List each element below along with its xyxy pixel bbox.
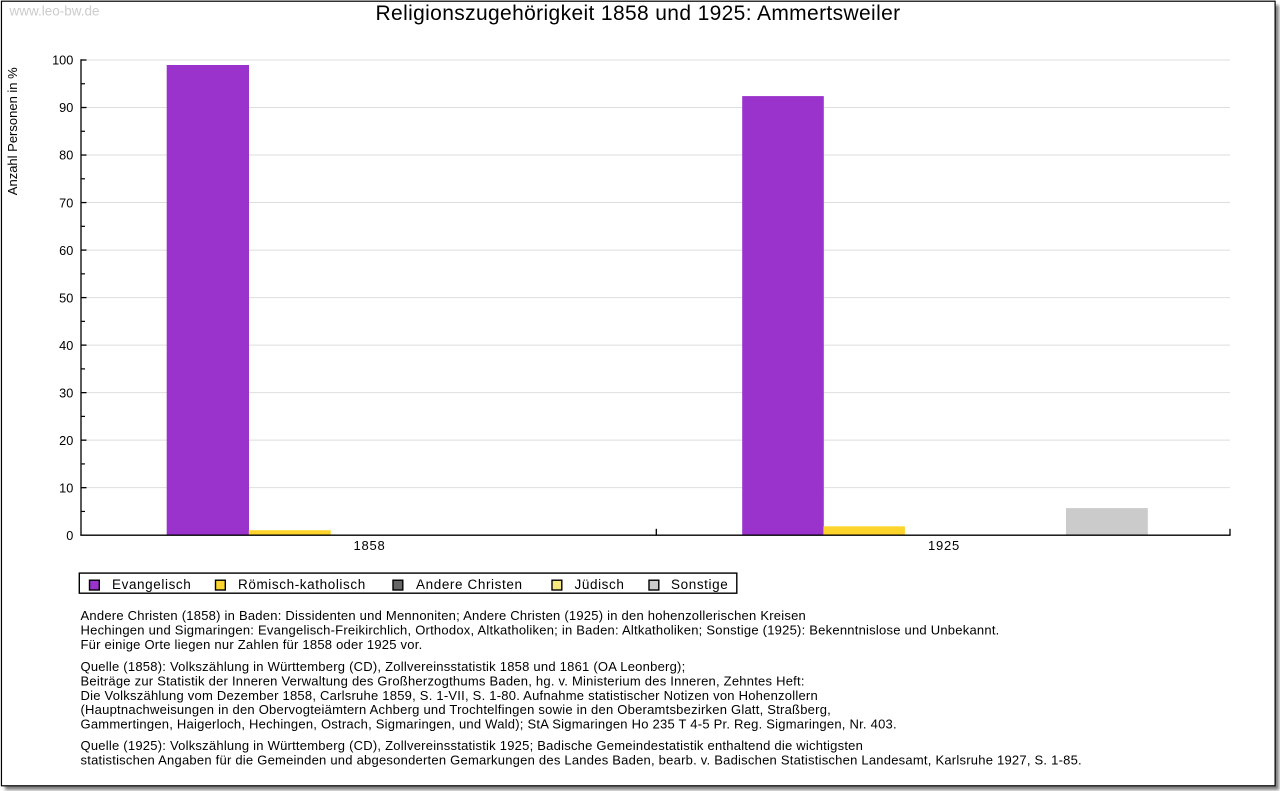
svg-text:20: 20 bbox=[59, 434, 73, 448]
svg-text:30: 30 bbox=[59, 386, 73, 400]
svg-text:100: 100 bbox=[52, 54, 73, 68]
svg-text:80: 80 bbox=[59, 149, 73, 163]
svg-text:(Hauptnachweisungen in den Obe: (Hauptnachweisungen in den Obervogteiämt… bbox=[81, 702, 832, 717]
svg-text:Gammertingen, Haigerloch, Hech: Gammertingen, Haigerloch, Hechingen, Ost… bbox=[81, 717, 897, 732]
svg-text:Quelle (1858): Volkszählung in: Quelle (1858): Volkszählung in Württembe… bbox=[81, 659, 686, 674]
svg-text:Evangelisch: Evangelisch bbox=[112, 577, 191, 592]
svg-text:Hechingen und Sigmaringen: Eva: Hechingen und Sigmaringen: Evangelisch-F… bbox=[81, 623, 1000, 638]
svg-text:Andere Christen (1858) in Bade: Andere Christen (1858) in Baden: Disside… bbox=[81, 608, 807, 623]
svg-text:10: 10 bbox=[59, 481, 73, 495]
svg-text:Quelle (1925): Volkszählung in: Quelle (1925): Volkszählung in Württembe… bbox=[81, 738, 864, 753]
svg-text:www.leo-bw.de: www.leo-bw.de bbox=[9, 3, 100, 18]
svg-text:Römisch-katholisch: Römisch-katholisch bbox=[238, 577, 366, 592]
svg-text:Religionszugehörigkeit 1858 un: Religionszugehörigkeit 1858 und 1925: Am… bbox=[376, 2, 901, 25]
svg-text:40: 40 bbox=[59, 339, 73, 353]
svg-text:1925: 1925 bbox=[928, 538, 960, 553]
svg-text:0: 0 bbox=[66, 529, 73, 543]
svg-text:Beiträge zur Statistik der Inn: Beiträge zur Statistik der Inneren Verwa… bbox=[81, 674, 805, 689]
svg-text:Anzahl Personen in %: Anzahl Personen in % bbox=[5, 67, 20, 195]
svg-text:Für einige Orte liegen nur Zah: Für einige Orte liegen nur Zahlen für 18… bbox=[81, 637, 423, 652]
svg-text:70: 70 bbox=[59, 196, 73, 210]
svg-text:60: 60 bbox=[59, 244, 73, 258]
svg-text:90: 90 bbox=[59, 101, 73, 115]
svg-text:Sonstige: Sonstige bbox=[671, 577, 728, 592]
svg-text:1858: 1858 bbox=[353, 538, 385, 553]
svg-text:statistischen Angaben für die: statistischen Angaben für die Gemeinden … bbox=[81, 753, 1082, 768]
svg-text:Jüdisch: Jüdisch bbox=[575, 577, 625, 592]
svg-text:Die Volkszählung vom Dezember: Die Volkszählung vom Dezember 1858, Carl… bbox=[81, 688, 818, 703]
svg-text:50: 50 bbox=[59, 291, 73, 305]
svg-text:Andere Christen: Andere Christen bbox=[416, 577, 523, 592]
